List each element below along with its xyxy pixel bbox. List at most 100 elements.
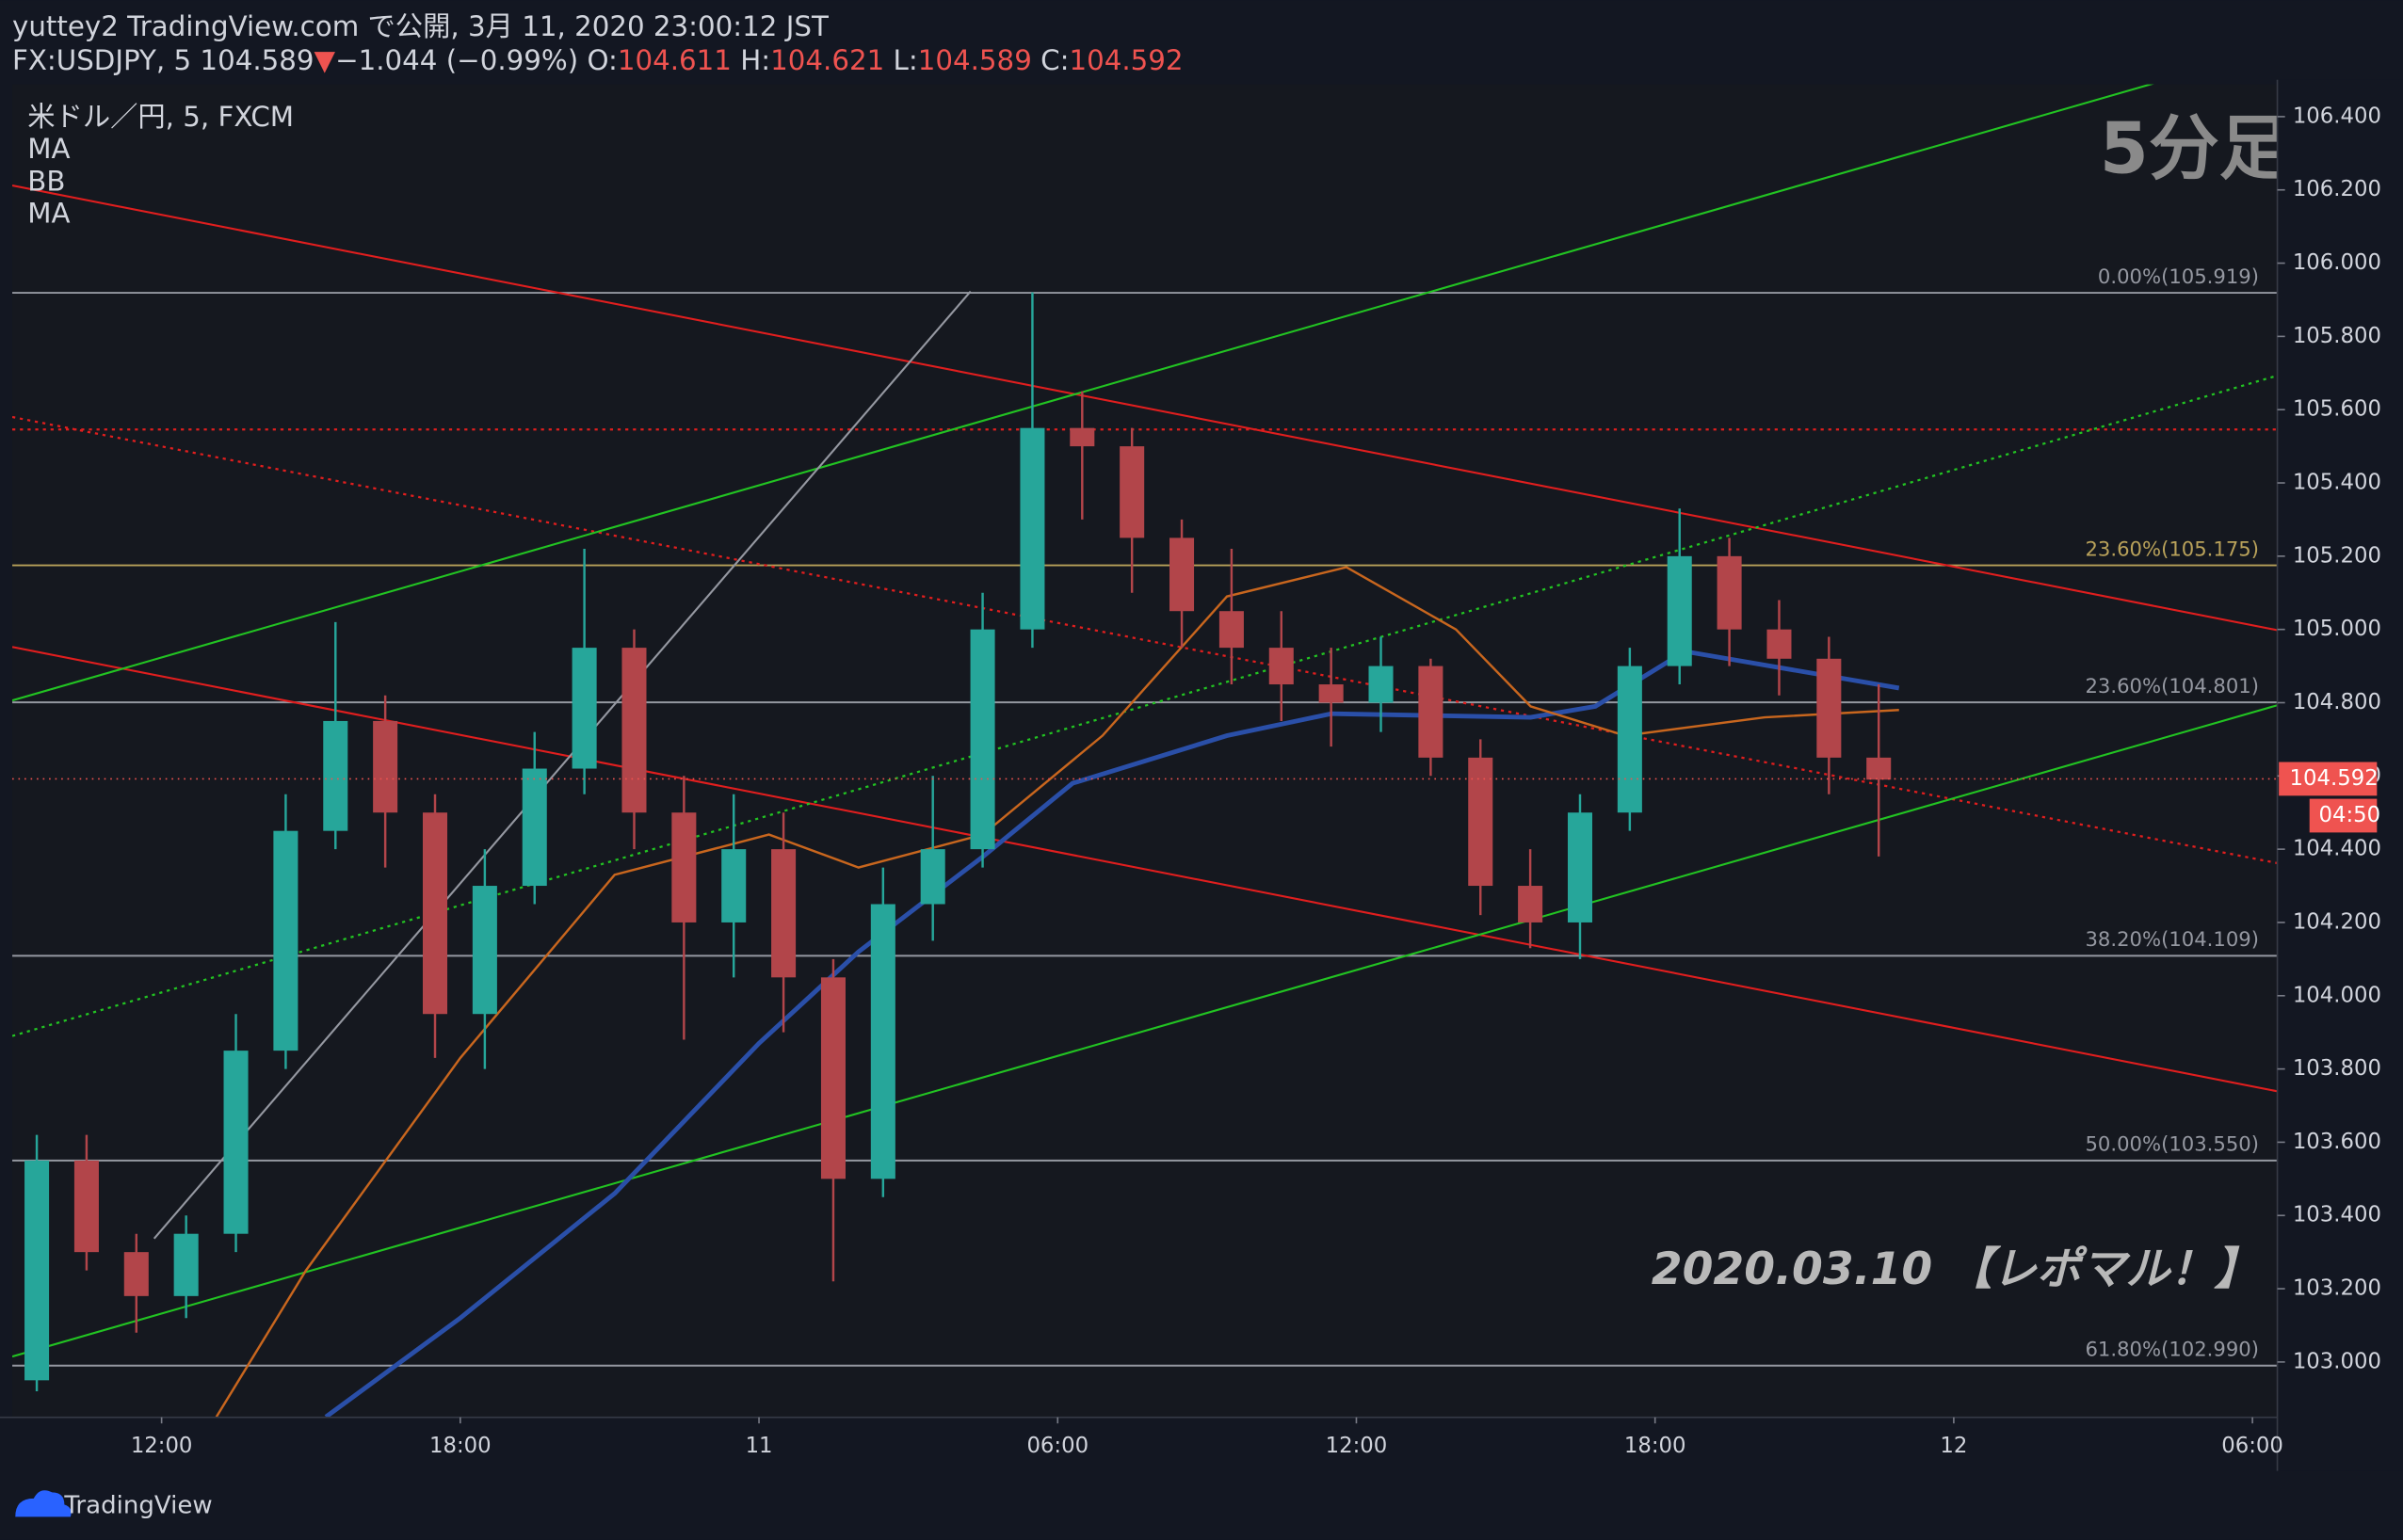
trend-line (12, 374, 2278, 1037)
trend-line (12, 704, 2278, 1358)
y-tick-label: 105.600 (2293, 397, 2381, 422)
annotation: 2020.03.10 【レポマル！】 (1652, 1243, 2259, 1295)
candle-body (1418, 666, 1443, 758)
candle-body (1866, 757, 1892, 780)
header-part: L: (884, 44, 918, 76)
candle-body (24, 1160, 50, 1381)
x-tick-label: 06:00 (2221, 1434, 2283, 1458)
y-tick-label: 103.200 (2293, 1276, 2381, 1301)
ma-line (324, 649, 1900, 1418)
trend-line (12, 415, 2278, 865)
candle-body (1766, 629, 1792, 659)
candle-body (223, 1051, 249, 1234)
y-tick-label: 103.000 (2293, 1349, 2381, 1373)
fib-label: 23.60%(104.801) (2085, 674, 2259, 698)
countdown-label: 04:50 (2318, 803, 2380, 827)
y-tick-label: 105.000 (2293, 617, 2381, 641)
candle-body (123, 1252, 149, 1296)
candle-body (373, 720, 398, 813)
candle-body (1218, 611, 1244, 649)
header-part: ▼ (314, 44, 336, 76)
candle-body (1070, 427, 1095, 447)
price-tag (2279, 762, 2378, 796)
y-tick-label: 103.400 (2293, 1203, 2381, 1227)
header-line: FX:USDJPY, 5 104.589▼−1.044 (−0.99%) O:1… (12, 44, 1184, 76)
fib-label: 61.80%(102.990) (2085, 1338, 2259, 1361)
candle-body (1169, 537, 1195, 612)
x-tick-label: 12:00 (131, 1434, 193, 1458)
candle-body (1468, 757, 1493, 887)
candle-body (1667, 555, 1692, 666)
header-part: 104.611 (618, 44, 732, 76)
y-tick-label: 103.600 (2293, 1130, 2381, 1154)
trend-line (12, 184, 2278, 632)
candle-body (1617, 666, 1642, 813)
candle-body (1020, 427, 1045, 630)
legend-entry: BB (27, 165, 65, 197)
header-part: 104.589 (918, 44, 1032, 76)
trend-line (12, 84, 2154, 702)
candle-body (73, 1160, 99, 1253)
candle-body (771, 849, 797, 978)
candle-body (970, 629, 995, 850)
price-tag-label: 104.592 (2290, 766, 2379, 791)
candle-body (920, 849, 945, 905)
candle-body (870, 904, 895, 1179)
y-tick-label: 104.000 (2293, 983, 2381, 1007)
plot-layer: 0.00%(105.919) 23.60%(105.175) 23.60%(104.… (12, 84, 2290, 1418)
y-tick-label: 104.800 (2293, 690, 2381, 714)
candle-body (1268, 648, 1294, 685)
y-tick-label: 105.400 (2293, 471, 2381, 495)
header-line: yuttey2 TradingView.com で公開, 3月 11, 2020… (12, 10, 829, 42)
x-tick-label: 06:00 (1026, 1434, 1089, 1458)
y-tick-label: 105.800 (2293, 324, 2381, 348)
plot-area (12, 84, 2278, 1418)
candle-body (1318, 684, 1344, 703)
fib-label: 38.20%(104.109) (2085, 927, 2259, 951)
x-tick-label: 12:00 (1326, 1434, 1388, 1458)
legend-entry: 米ドル／円, 5, FXCM (27, 101, 294, 133)
watermark: 5分足 (2100, 107, 2290, 189)
candle-body (273, 830, 298, 1051)
header-part: H: (732, 44, 770, 76)
y-tick-label: 106.200 (2293, 177, 2381, 201)
overlay-layer: 103.000 103.200 103.400 103.600 103.800 104.0… (0, 10, 2403, 1520)
candle-body (1816, 658, 1842, 758)
y-tick-label: 103.800 (2293, 1056, 2381, 1081)
header-part: FX:USDJPY, 5 104.589 (12, 44, 314, 76)
legend-entry: MA (27, 133, 70, 165)
x-tick-label: 18:00 (1624, 1434, 1686, 1458)
header-part: −1.044 (−0.99%) O: (335, 44, 618, 76)
fib-label: 0.00%(105.919) (2098, 265, 2259, 288)
header-part: 104.621 (770, 44, 884, 76)
candle-body (1717, 555, 1742, 630)
logo (15, 1490, 72, 1517)
candle-body (1368, 666, 1394, 703)
candle-body (1120, 446, 1145, 538)
y-tick-label: 106.400 (2293, 104, 2381, 128)
y-tick-label: 104.200 (2293, 909, 2381, 934)
y-tick-label: 104.400 (2293, 837, 2381, 861)
countdown-tag (2309, 798, 2378, 833)
legend-entry: MA (27, 198, 70, 230)
candle-body (522, 768, 547, 887)
header-part: 104.592 (1069, 44, 1183, 76)
candle-body (173, 1233, 199, 1296)
y-tick-label: 106.000 (2293, 250, 2381, 275)
fib-label: 23.60%(105.175) (2085, 537, 2259, 560)
candle-body (572, 648, 597, 769)
x-tick-label: 18:00 (429, 1434, 492, 1458)
y-tick-label: 105.200 (2293, 543, 2381, 568)
candle-body (1518, 886, 1543, 922)
candle-body (621, 648, 647, 813)
candle-body (323, 720, 348, 831)
header-part: C: (1032, 44, 1070, 76)
x-tick-label: 11 (746, 1434, 773, 1458)
candle-body (820, 977, 846, 1179)
ma-line (215, 566, 1899, 1418)
candle-body (1567, 812, 1593, 922)
trend-line (153, 290, 972, 1240)
candle-body (721, 849, 747, 922)
